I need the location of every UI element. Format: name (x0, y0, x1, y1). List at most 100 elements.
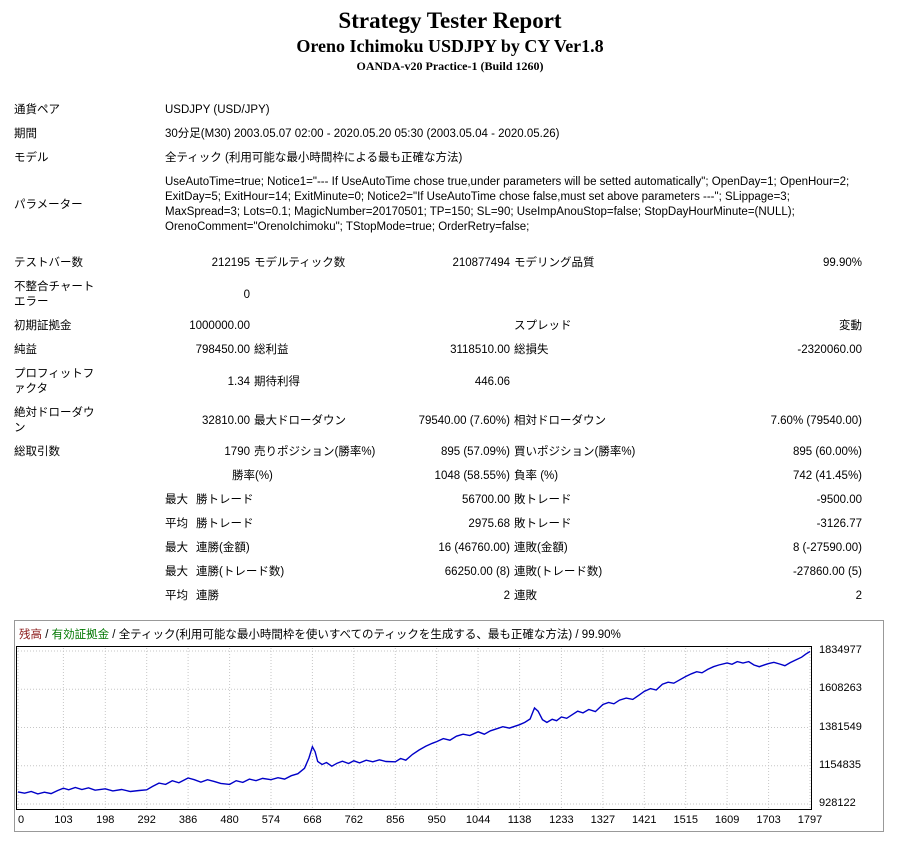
total-trades-value: 1790 (224, 446, 250, 458)
equity-legend-label: 有効証拠金 (51, 629, 110, 641)
empty-cell (14, 560, 98, 584)
table-row: プロフィットファクタ 1.34 期待利得 446.06 (14, 362, 862, 401)
abs-drawdown-value: 32810.00 (202, 414, 250, 427)
long-positions-label: 買いポジション(勝率%) (514, 446, 636, 458)
table-row: パラメーター UseAutoTime=true; Notice1="--- If… (14, 170, 862, 239)
empty-cell (250, 275, 862, 314)
chart-quality-value: 99.90% (581, 629, 621, 641)
max-drawdown-label: 最大ドローダウン (254, 414, 346, 427)
x-tick-label: 856 (386, 814, 405, 826)
y-axis-labels: 1834977 1608263 1381549 1154835 928122 (812, 644, 878, 810)
max-prefix: 最大 (165, 542, 188, 554)
x-tick-label: 480 (220, 814, 239, 826)
empty-cell (14, 464, 98, 488)
model-value: 全ティック (利用可能な最小時間枠による最も正確な方法) (165, 152, 463, 164)
empty-cell (250, 314, 510, 338)
table-row: 最大 連勝(金額) 16 (46760.00) 連敗(金額) 8 (-27590.… (14, 536, 862, 560)
x-tick-label: 762 (344, 814, 364, 826)
table-row: 総取引数 1790 売りポジション(勝率%) 895 (57.09%) 買いポジ… (14, 440, 862, 464)
largest-loss-value: -9500.00 (816, 494, 862, 506)
server-build: OANDA-v20 Practice-1 (Build 1260) (356, 59, 544, 73)
avg-consec-win-value: 2 (503, 590, 510, 602)
profit-trades-value: 1048 (58.55%) (434, 470, 510, 482)
balance-curve-svg (17, 648, 811, 808)
x-tick-label: 574 (261, 814, 281, 826)
caption-separator: / (42, 629, 52, 641)
table-row: 最大 勝トレード 56700.00 敗トレード -9500.00 (14, 488, 862, 512)
consec-loss-money-value: 8 (-27590.00) (792, 542, 862, 554)
consec-win-money-label: 最大 連勝(金額) (98, 536, 406, 560)
table-row: モデル 全ティック (利用可能な最小時間枠による最も正確な方法) (14, 146, 862, 170)
balance-line (17, 650, 811, 795)
profit-trades-label: 勝率(%) (232, 470, 273, 482)
model-label: モデル (14, 152, 49, 164)
x-tick-label: 1138 (507, 814, 532, 826)
table-row: 絶対ドローダウン 32810.00 最大ドローダウン 79540.00 (7.6… (14, 401, 862, 440)
deposit-value: 1000000.00 (189, 320, 250, 332)
y-tick-label: 1834977 (819, 644, 862, 656)
empty-cell (510, 362, 862, 401)
average-loss-label: 敗トレード (514, 518, 572, 530)
avg-consec-win-text: 連勝 (196, 590, 219, 602)
y-tick-label: 1381549 (819, 720, 862, 733)
consec-win-money-text: 連勝(金額) (196, 542, 250, 554)
x-tick-label: 668 (303, 814, 322, 826)
table-row: 平均 連勝 2 連敗 2 (14, 584, 862, 608)
net-profit-value: 798450.00 (195, 344, 250, 356)
largest-win-label: 最大 勝トレード (98, 488, 406, 512)
average-win-label: 平均 勝トレード (98, 512, 406, 536)
x-tick-label: 1609 (714, 814, 740, 826)
x-tick-label: 1421 (632, 814, 657, 826)
x-tick-label: 198 (96, 814, 115, 826)
consec-win-count-value: 66250.00 (8) (444, 566, 510, 578)
y-tick-label: 1154835 (819, 758, 862, 771)
table-row: 不整合チャートエラー 0 (14, 275, 862, 314)
spread-value: 変動 (839, 320, 862, 332)
caption-separator: / (572, 629, 582, 641)
spread-label: スプレッド (514, 320, 572, 332)
gross-profit-label: 総利益 (254, 344, 289, 356)
profit-factor-label: プロフィットファクタ (14, 368, 95, 395)
x-tick-label: 1233 (549, 814, 574, 826)
max-prefix: 最大 (165, 566, 188, 578)
max-drawdown-value: 79540.00 (7.60%) (418, 414, 510, 427)
settings-table: 通貨ペア USDJPY (USD/JPY) 期間 30分足(M30) 2003.… (14, 98, 862, 239)
chart-model-text: 全ティック(利用可能な最小時間枠を使いすべてのティックを生成する、最も正確な方法… (118, 629, 573, 641)
y-tick-label: 1608263 (819, 682, 862, 695)
short-positions-value: 895 (57.09%) (440, 446, 510, 458)
empty-cell (14, 584, 98, 608)
symbol-value: USDJPY (USD/JPY) (165, 104, 270, 116)
abs-drawdown-label: 絶対ドローダウン (14, 407, 95, 434)
x-tick-label: 103 (54, 814, 73, 826)
largest-loss-label: 敗トレード (514, 494, 572, 506)
gross-loss-label: 総損失 (514, 344, 549, 356)
empty-cell (14, 536, 98, 560)
gross-profit-value: 3118510.00 (450, 344, 510, 356)
loss-trades-label: 負率 (%) (514, 470, 559, 482)
plot-area (16, 646, 812, 810)
symbol-label: 通貨ペア (14, 104, 60, 116)
consec-loss-money-label: 連敗(金額) (514, 542, 568, 554)
y-tick-label: 928122 (819, 797, 856, 809)
x-tick-label: 386 (178, 814, 198, 826)
report-title: Strategy Tester Report (338, 8, 562, 33)
results-table: テストバー数 212195 モデルティック数 210877494 モデリング品質… (14, 251, 862, 608)
consec-win-count-label: 最大 連勝(トレード数) (98, 560, 406, 584)
consec-loss-count-value: -27860.00 (5) (792, 566, 862, 578)
gross-loss-value: -2320060.00 (797, 344, 862, 356)
consec-win-count-text: 連勝(トレード数) (196, 566, 285, 578)
largest-win-value: 56700.00 (462, 494, 510, 506)
total-trades-label: 総取引数 (14, 446, 60, 458)
mismatch-label: 不整合チャートエラー (14, 281, 95, 308)
average-loss-value: -3126.77 (816, 518, 862, 530)
average-win-value: 2975.68 (468, 518, 510, 530)
rel-drawdown-value: 7.60% (79540.00) (770, 414, 862, 427)
period-value: 30分足(M30) 2003.05.07 02:00 - 2020.05.20 … (165, 128, 560, 140)
x-tick-label: 0 (18, 814, 25, 826)
deposit-label: 初期証拠金 (14, 320, 72, 332)
table-row: 初期証拠金 1000000.00 スプレッド 変動 (14, 314, 862, 338)
quality-label: モデリング品質 (514, 257, 595, 269)
strategy-tester-report: Strategy Tester Report Oreno Ichimoku US… (0, 8, 900, 832)
balance-chart: 残高 / 有効証拠金 / 全ティック(利用可能な最小時間枠を使いすべてのティック… (14, 620, 884, 832)
parameters-value: UseAutoTime=true; Notice1="--- If UseAut… (165, 176, 850, 233)
